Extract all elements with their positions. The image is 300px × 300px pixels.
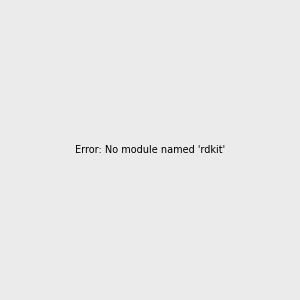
Text: Error: No module named 'rdkit': Error: No module named 'rdkit' xyxy=(75,145,225,155)
